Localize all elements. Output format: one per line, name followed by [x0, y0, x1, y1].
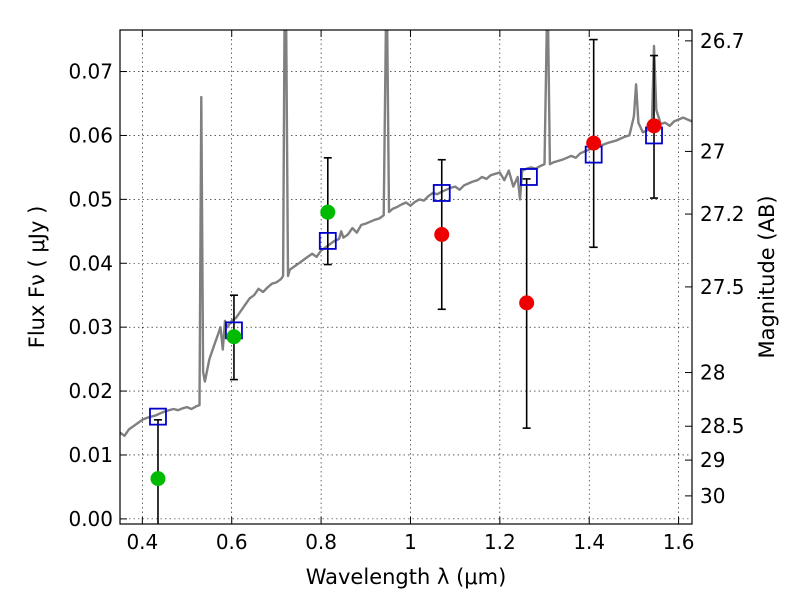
photometry-point	[434, 227, 450, 243]
magnitude-tick-label: 28.5	[700, 414, 745, 438]
y-tick-label: 0.06	[68, 123, 113, 147]
magnitude-tick-label: 30	[700, 484, 725, 508]
photometry-point	[226, 329, 242, 345]
y-tick-label: 0.02	[68, 379, 113, 403]
x-tick-label: 1	[404, 530, 417, 554]
y-axis-label: Flux Fν ( μJy )	[25, 206, 49, 349]
plot-frame	[119, 29, 693, 525]
photometry-point	[150, 471, 166, 487]
model-photometry-square	[149, 407, 167, 426]
grid-lines	[120, 30, 692, 524]
x-tick-label: 0.6	[216, 530, 248, 554]
magnitude-tick-label: 26.7	[700, 29, 745, 53]
y-tick-label: 0.01	[68, 443, 113, 467]
x-tick-label: 1.6	[663, 530, 695, 554]
x-tick-label: 0.4	[126, 530, 158, 554]
photometry-point	[519, 295, 535, 311]
magnitude-tick-label: 29	[700, 448, 725, 472]
x-tick-label: 1.2	[484, 530, 516, 554]
x-tick-label: 1.4	[573, 530, 605, 554]
y-axis-right-label: Magnitude (AB)	[755, 195, 779, 358]
model-photometry-square	[318, 231, 337, 250]
magnitude-tick-label: 27.5	[700, 275, 745, 299]
y-tick-label: 0.00	[68, 507, 113, 531]
magnitude-tick-label: 27.2	[700, 202, 745, 226]
y-tick-label: 0.03	[68, 315, 113, 339]
y-tick-label: 0.04	[68, 251, 113, 275]
photometry-point	[586, 135, 602, 151]
x-tick-label: 0.8	[305, 530, 337, 554]
model-photometry-square	[432, 184, 451, 202]
photometry-point	[646, 118, 662, 134]
y-tick-label: 0.07	[68, 60, 113, 84]
x-axis-label: Wavelength λ (μm)	[306, 565, 507, 589]
axis-ticks: 0.4 0.6 0.8 1 1.2 1.4 1.6 0.00 0.01 0.02 0.03 0.04 0…	[68, 29, 744, 554]
photometry-point	[320, 204, 336, 220]
y-tick-label: 0.05	[68, 187, 113, 211]
magnitude-tick-label: 28	[700, 361, 725, 385]
magnitude-tick-label: 27	[700, 139, 725, 163]
data-series	[120, 30, 692, 524]
model-photometry-square	[519, 168, 538, 186]
